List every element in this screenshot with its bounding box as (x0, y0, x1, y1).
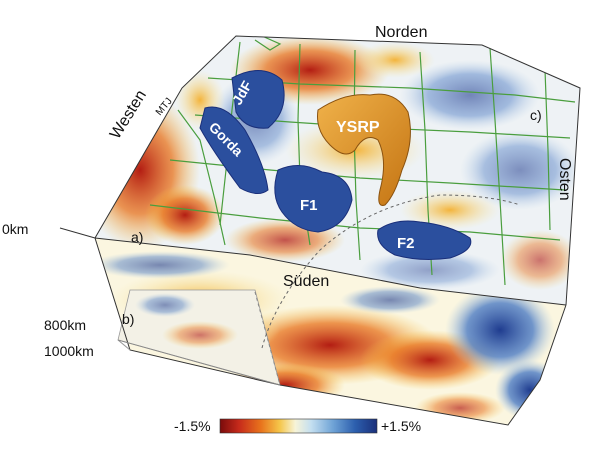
panel-a-label: a) (131, 229, 143, 245)
f2-label: F2 (397, 235, 415, 252)
ysrp-label: YSRP (336, 119, 380, 136)
depth-800-label: 800km (44, 317, 86, 333)
colorbar: -1.5% +1.5% (174, 418, 421, 434)
ysrp-anomaly (317, 93, 411, 206)
gorda-anomaly (199, 106, 269, 194)
west-label: Westen (107, 87, 150, 142)
f1-label: F1 (300, 197, 318, 214)
f1-anomaly (274, 165, 353, 233)
box-outline (59, 35, 581, 426)
depth-top-label: 0km (2, 221, 28, 237)
panel-b-slice (117, 289, 281, 386)
f2-anomaly (377, 220, 472, 260)
colorbar-min-label: -1.5% (174, 418, 211, 434)
jdf-anomaly (231, 70, 285, 129)
colorbar-gradient (219, 418, 378, 434)
section-line (261, 194, 521, 349)
east-label: Osten (556, 158, 573, 201)
panel-b-label: b) (122, 311, 134, 327)
depth-1000-label: 1000km (44, 343, 94, 359)
colorbar-max-label: +1.5% (381, 418, 421, 434)
panel-c-label: c) (530, 107, 542, 123)
south-label: Süden (283, 273, 329, 290)
north-label: Norden (375, 24, 427, 41)
